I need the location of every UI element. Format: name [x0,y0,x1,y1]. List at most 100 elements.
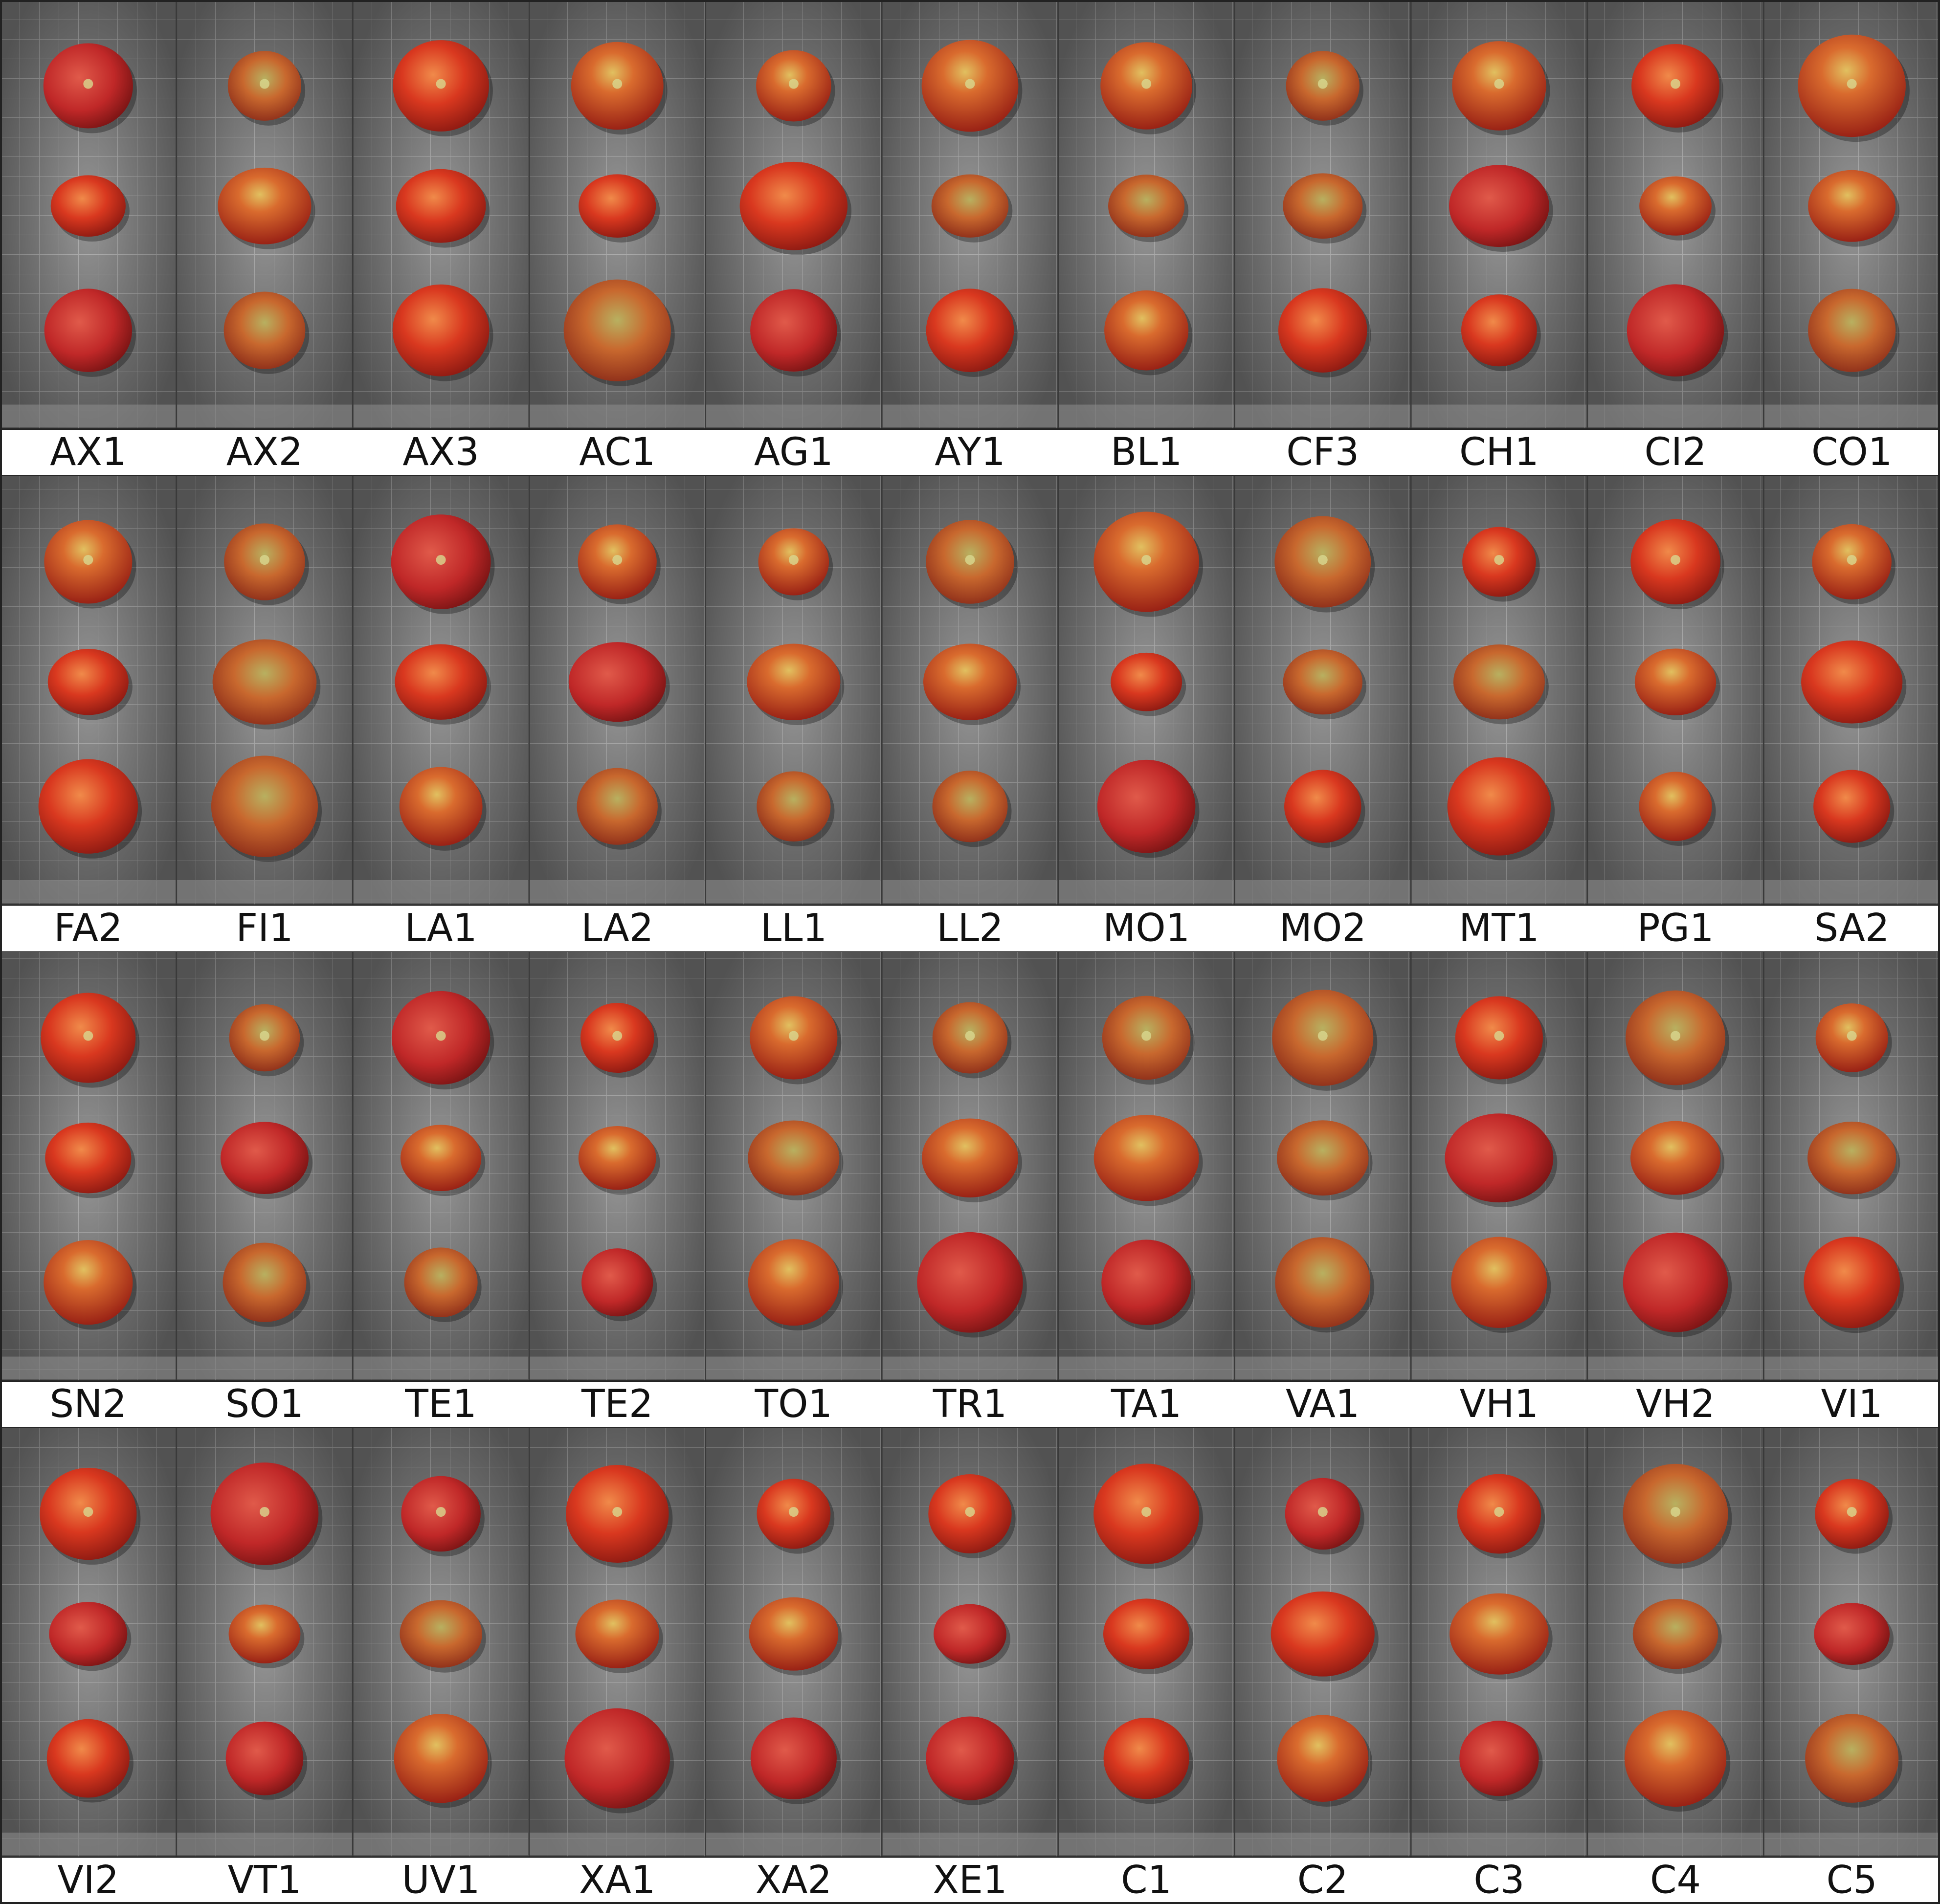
sample-label: XA2 [756,1858,832,1902]
tomato [45,1122,132,1194]
label-strip [705,1381,883,1428]
tomato [46,1719,130,1798]
tomato-stem-scar [259,555,269,565]
label-strip [1763,905,1940,952]
tomato [212,639,317,725]
label-strip [0,1857,177,1904]
tomato [1103,1598,1190,1670]
label-strip [1763,1857,1940,1904]
tomato [44,288,133,372]
label-strip [882,1857,1059,1904]
tomato [1814,1603,1890,1665]
tomato-stem-scar [965,79,975,89]
tomato-stem-scar [83,1507,93,1517]
tomato-stem-scar [436,79,446,89]
ruler [353,1833,530,1855]
label-strip [176,1381,354,1428]
label-strip [1411,1857,1588,1904]
tomato [1275,1237,1371,1328]
ruler [0,881,177,903]
sample-label: AY1 [935,430,1005,474]
tomato [922,1118,1018,1197]
tomato-stem-scar [436,555,446,565]
ruler [882,1356,1059,1379]
tomato [578,1126,656,1190]
tomato [394,1714,488,1803]
tomato-stem-scar [1494,1031,1504,1041]
tomato [1630,1121,1721,1195]
tomato-stem-scar [612,1031,623,1041]
ruler [1058,881,1235,903]
sample-label: SA2 [1814,906,1890,950]
tomato [44,1240,133,1325]
tomato-stem-scar [436,1507,446,1517]
tomato [1447,757,1551,856]
label-strip [1234,1857,1412,1904]
ruler [882,1833,1059,1855]
sample-label: LL2 [937,906,1003,950]
tomato [211,755,318,857]
sample-label: AX1 [50,430,126,474]
tomato [38,759,138,854]
tomato-stem-scar [612,555,623,565]
label-strip [176,429,354,476]
sample-label: CO1 [1811,430,1892,474]
ruler [1234,881,1412,903]
tomato [1277,1715,1369,1802]
ruler [882,404,1059,427]
label-strip [176,1857,354,1904]
tomato [581,1248,653,1317]
tomato-stem-scar [1141,1507,1152,1517]
sample-label: CH1 [1459,430,1539,474]
ruler [529,404,706,427]
tomato [1449,165,1549,247]
tomato-stem-scar [1671,1031,1681,1041]
sample-label: LA2 [581,906,653,950]
tomato-stem-scar [612,1507,623,1517]
tomato-stem-scar [965,1031,975,1041]
ruler [353,1356,530,1379]
sample-label: PG1 [1637,906,1714,950]
tomato [218,167,312,244]
label-strip [529,429,706,476]
photo-row: AX1 AX2 AX3 AC1 AG1 AY1 BL1 CF3 CH1 CI2 CO1 [0,0,1940,477]
label-strip [1587,1857,1764,1904]
sample-label: C5 [1827,1858,1877,1902]
tomato [399,767,483,846]
tomato [1111,652,1182,711]
tomato [917,1232,1023,1333]
tomato [1283,173,1363,239]
tomato-stem-scar [1317,79,1328,89]
sample-label: LL1 [760,906,827,950]
tomato [1097,759,1196,853]
tomato [1632,1599,1718,1669]
sample-label: TA1 [1111,1382,1182,1426]
tomato [1808,170,1896,242]
ruler [705,1356,883,1379]
label-strip [1234,905,1412,952]
tomato [50,175,126,237]
label-strip [882,1381,1059,1428]
ruler [0,1356,177,1379]
tomato [1449,1593,1549,1675]
ruler [529,1833,706,1855]
tomato [1453,644,1545,720]
tomato [1103,1717,1189,1799]
sample-label: VT1 [228,1858,302,1902]
ruler [1763,1356,1940,1379]
tomato-stem-scar [259,1031,269,1041]
label-strip [353,1857,530,1904]
tomato-stem-scar [965,555,975,565]
ruler [176,1356,354,1379]
tomato [1804,1237,1900,1328]
sample-label: C4 [1650,1858,1701,1902]
sample-label: UV1 [402,1858,480,1902]
ruler [1763,404,1940,427]
ruler [1587,404,1764,427]
tomato [931,174,1009,238]
tomato-stem-scar [1671,1507,1681,1517]
tomato [1639,176,1712,236]
label-strip [1058,905,1235,952]
tomato [223,1242,307,1322]
tomato-stem-scar [1141,1031,1152,1041]
